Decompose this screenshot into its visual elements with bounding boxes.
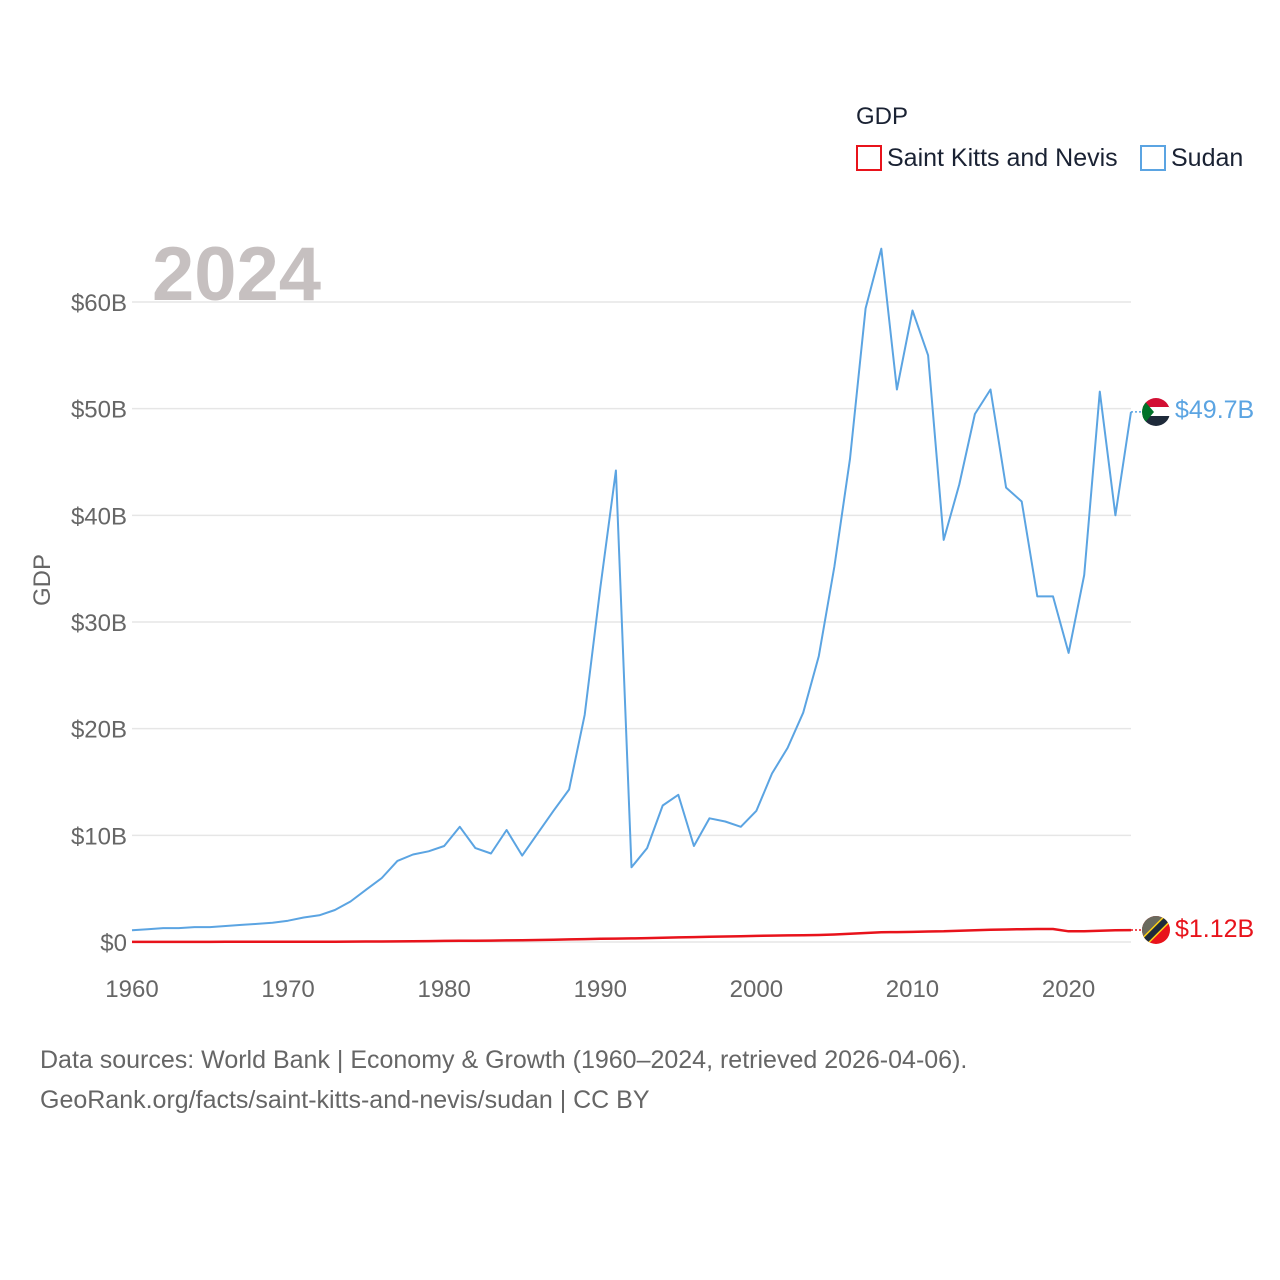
legend-swatch-saint-kitts-and-nevis (856, 145, 882, 171)
legend-label-sudan: Sudan (1171, 144, 1243, 172)
footer-attribution-link[interactable]: GeoRank.org/facts/saint-kitts-and-nevis/… (40, 1086, 650, 1114)
legend-swatch-sudan (1140, 145, 1166, 171)
legend-label-saint-kitts-and-nevis: Saint Kitts and Nevis (887, 144, 1118, 172)
x-tick-label: 1960 (105, 976, 158, 1003)
y-tick-label: $0 (100, 930, 127, 957)
series-lines (131, 247, 1142, 944)
saint-kitts-and-nevis-flag-icon (1142, 916, 1170, 944)
y-tick-label: $60B (71, 290, 127, 317)
footer-source-text: Data sources: World Bank | Economy & Gro… (40, 1046, 968, 1074)
legend-item-saint-kitts-and-nevis[interactable]: Saint Kitts and Nevis (856, 144, 1118, 172)
y-tick-label: $10B (71, 823, 127, 850)
y-axis-ticks: $0 $10B $20B $30B $40B $50B $60B (71, 290, 127, 957)
series-line-sudan[interactable] (131, 247, 1132, 932)
year-watermark: 2024 (152, 232, 321, 317)
sudan-flag-icon (1142, 398, 1170, 426)
saint-kitts-and-nevis-end-value-label: $1.12B (1175, 915, 1254, 943)
x-axis-ticks: 1960 1970 1980 1990 2000 2010 2020 (105, 976, 1095, 1003)
x-tick-label: 1990 (574, 976, 627, 1003)
y-axis-title: GDP (29, 554, 56, 606)
sudan-end-value-label: $49.7B (1175, 396, 1254, 424)
x-tick-label: 1980 (417, 976, 470, 1003)
footer: Data sources: World Bank | Economy & Gro… (40, 1040, 967, 1120)
y-tick-label: $20B (71, 717, 127, 744)
x-tick-label: 2000 (730, 976, 783, 1003)
series-line-saint-kitts-and-nevis[interactable] (132, 927, 1132, 944)
x-tick-label: 2010 (886, 976, 939, 1003)
gridlines (132, 301, 1131, 943)
legend-item-sudan[interactable]: Sudan (1140, 144, 1243, 172)
y-tick-label: $40B (71, 503, 127, 530)
legend: GDP Saint Kitts and Nevis Sudan (856, 103, 1243, 172)
legend-title: GDP (856, 103, 908, 130)
y-tick-label: $30B (71, 610, 127, 637)
x-tick-label: 2020 (1042, 976, 1095, 1003)
y-tick-label: $50B (71, 397, 127, 424)
x-tick-label: 1970 (261, 976, 314, 1003)
